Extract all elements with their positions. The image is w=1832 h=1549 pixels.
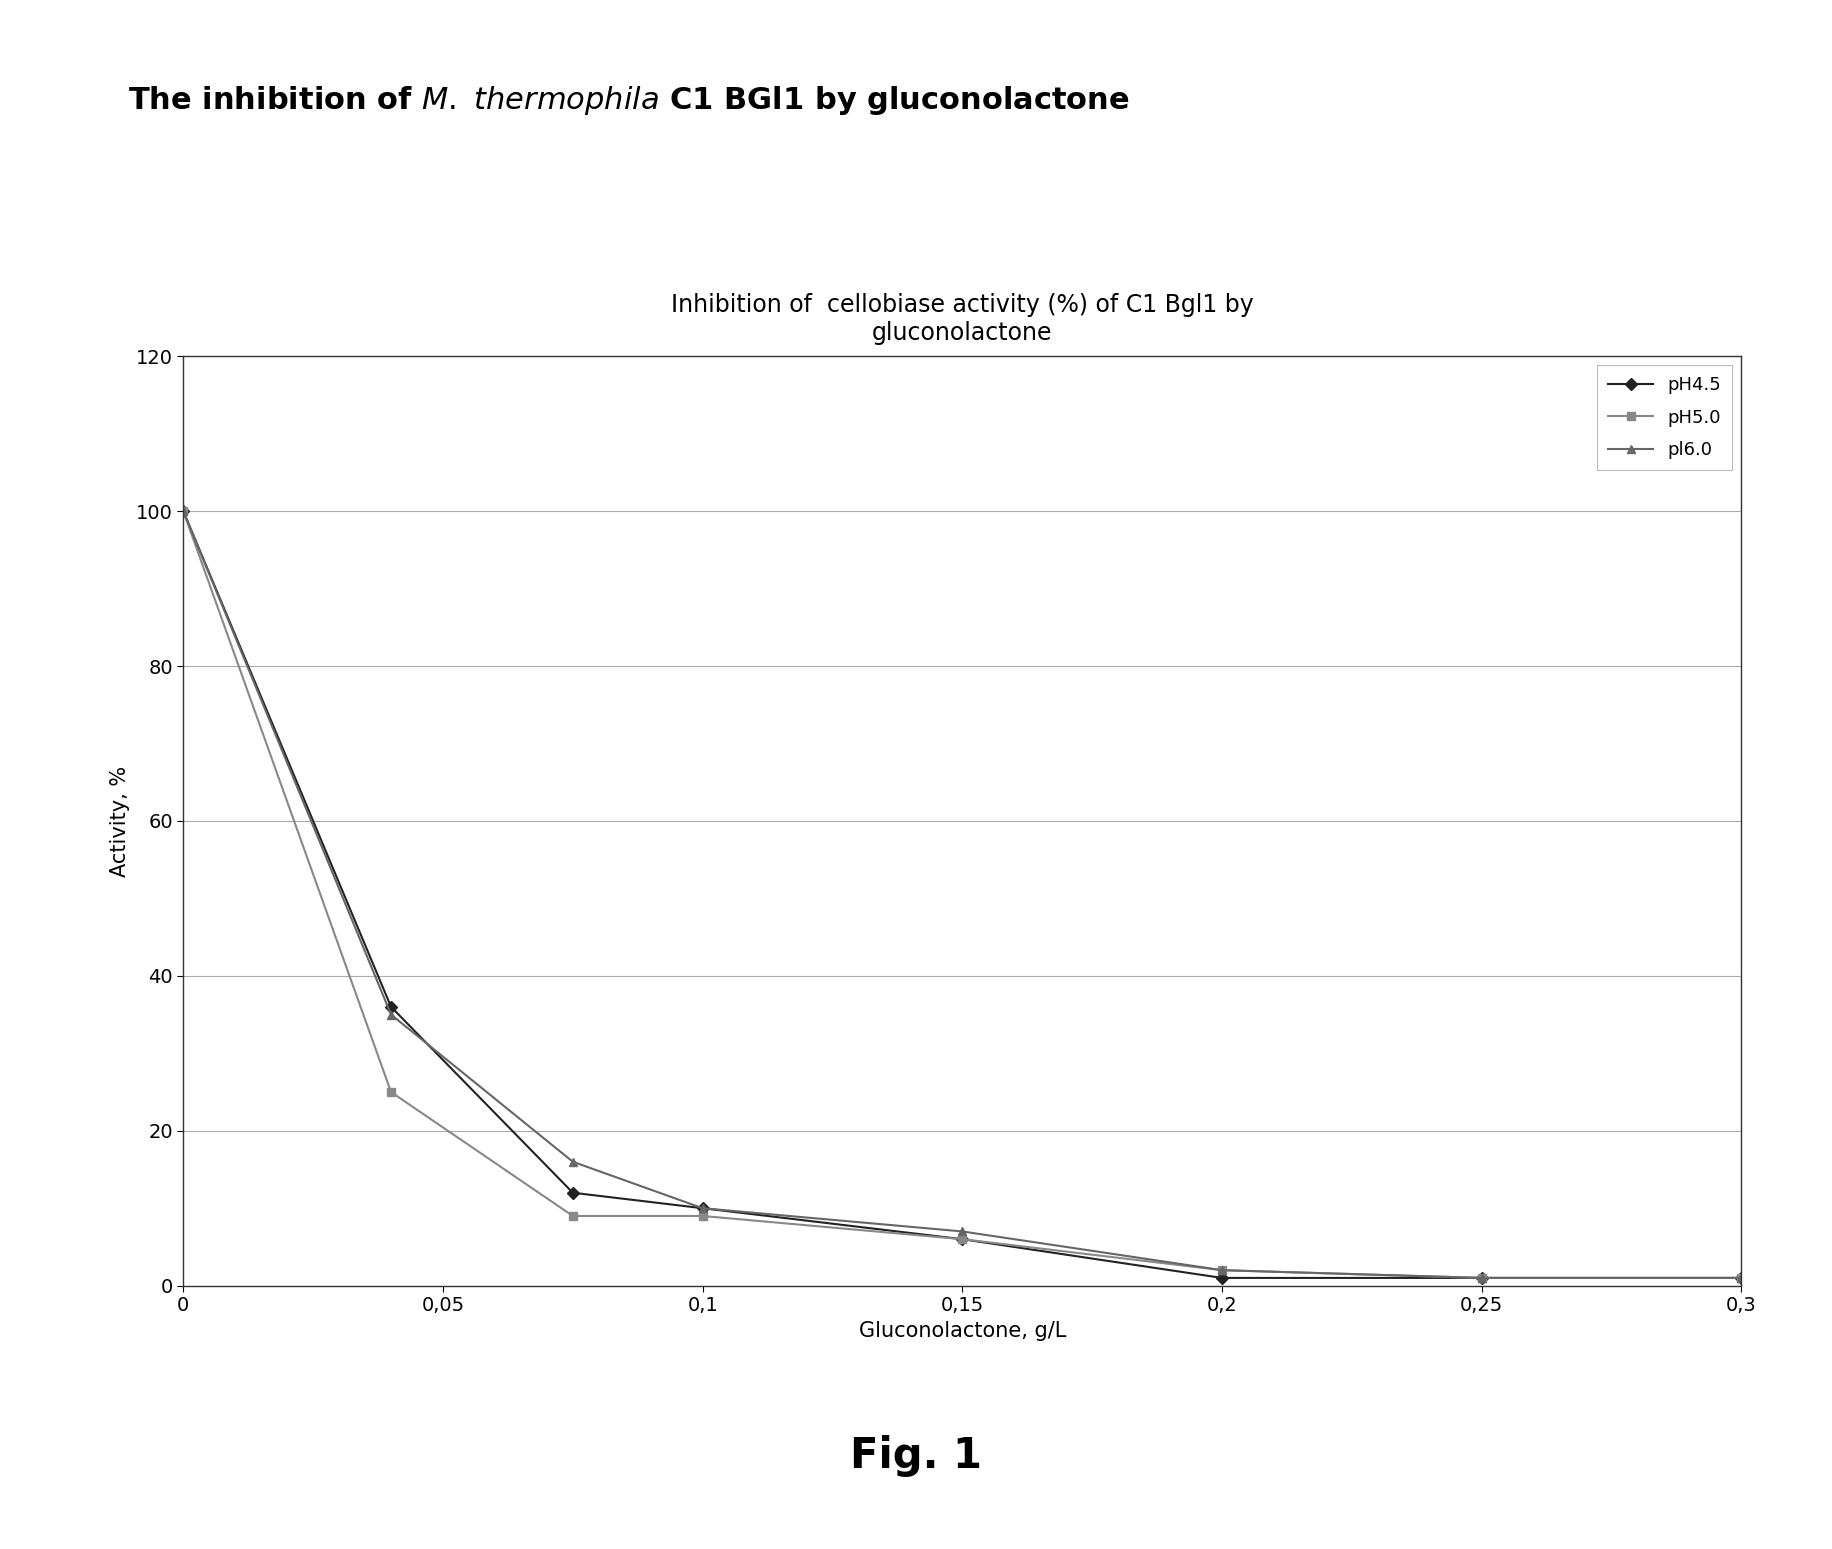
- pH4.5: [691, 1199, 713, 1218]
- Text: The inhibition of $\mathit{M.\ thermophila}$ C1 BGl1 by gluconolactone: The inhibition of $\mathit{M.\ thermophi…: [128, 84, 1130, 118]
- pH4.5: [172, 502, 194, 520]
- pl6.0: [691, 1199, 713, 1218]
- pl6.0: [951, 1222, 973, 1241]
- pH5.0: [1211, 1261, 1233, 1279]
- pH5.0: [379, 1083, 401, 1101]
- pH4.5: [951, 1230, 973, 1248]
- Y-axis label: Activity, %: Activity, %: [110, 765, 130, 877]
- pl6.0: [379, 1005, 401, 1024]
- pH4.5: [1729, 1269, 1751, 1287]
- pl6.0: [1469, 1269, 1491, 1287]
- Legend: pH4.5, pH5.0, pl6.0: pH4.5, pH5.0, pl6.0: [1596, 366, 1731, 469]
- pH5.0: [691, 1207, 713, 1225]
- pl6.0: [1729, 1269, 1751, 1287]
- pH4.5: [1469, 1269, 1491, 1287]
- pH4.5: [1211, 1269, 1233, 1287]
- Line: pH4.5: pH4.5: [180, 507, 1744, 1283]
- pH4.5: [379, 998, 401, 1016]
- pH5.0: [172, 502, 194, 520]
- Line: pH5.0: pH5.0: [180, 507, 1744, 1283]
- pH5.0: [561, 1207, 583, 1225]
- pH5.0: [1469, 1269, 1491, 1287]
- Line: pl6.0: pl6.0: [180, 507, 1744, 1283]
- X-axis label: Gluconolactone, g/L: Gluconolactone, g/L: [857, 1321, 1066, 1340]
- pl6.0: [172, 502, 194, 520]
- pl6.0: [1211, 1261, 1233, 1279]
- Text: Fig. 1: Fig. 1: [850, 1434, 982, 1478]
- pH5.0: [951, 1230, 973, 1248]
- pH5.0: [1729, 1269, 1751, 1287]
- pl6.0: [561, 1152, 583, 1171]
- pH4.5: [561, 1183, 583, 1202]
- Title: Inhibition of  cellobiase activity (%) of C1 Bgl1 by
gluconolactone: Inhibition of cellobiase activity (%) of…: [671, 293, 1253, 344]
